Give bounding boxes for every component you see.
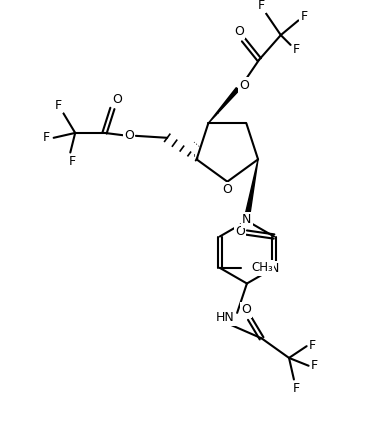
Text: F: F	[69, 155, 76, 168]
Text: F: F	[301, 10, 308, 23]
Polygon shape	[245, 159, 258, 218]
Text: O: O	[234, 25, 244, 38]
Text: O: O	[124, 129, 134, 142]
Text: O: O	[113, 93, 122, 106]
Text: F: F	[311, 359, 318, 372]
Text: O: O	[222, 183, 232, 196]
Text: F: F	[42, 131, 49, 144]
Text: F: F	[55, 99, 62, 112]
Polygon shape	[208, 88, 239, 123]
Text: N: N	[269, 263, 279, 276]
Text: O: O	[240, 78, 249, 91]
Text: CH₃: CH₃	[251, 261, 273, 274]
Text: F: F	[309, 339, 316, 352]
Text: ···: ···	[189, 138, 202, 151]
Text: O: O	[235, 225, 245, 238]
Text: HN: HN	[216, 311, 235, 324]
Text: N: N	[242, 213, 252, 226]
Text: ···: ···	[210, 109, 223, 122]
Text: F: F	[258, 0, 265, 12]
Text: O: O	[241, 303, 251, 316]
Text: F: F	[293, 43, 300, 56]
Text: F: F	[292, 382, 299, 395]
